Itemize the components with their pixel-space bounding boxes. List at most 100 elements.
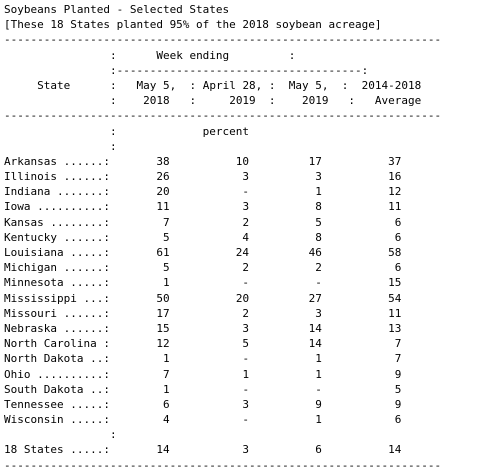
- cell-may5-2019: 14: [249, 321, 322, 335]
- header-col3-line2: 2019: [275, 94, 329, 108]
- cell-avg-2014-2018: 6: [321, 413, 402, 427]
- spacer-line-bottom: :: [4, 428, 117, 442]
- cell-may5-2019: 1: [249, 367, 322, 381]
- cell-may5-2018: 4: [109, 413, 170, 427]
- cell-apr28-2019: 20: [169, 291, 250, 305]
- table-row: Missouri ......: 17 2 3 11: [4, 306, 402, 320]
- table-row: Iowa ..........: 11 3 8 11: [4, 200, 402, 214]
- cell-apr28-2019: 2: [169, 261, 250, 275]
- cell-may5-2018: 1: [109, 382, 170, 396]
- cell-avg-2014-2018: 9: [321, 367, 402, 381]
- cell-may5-2018: 11: [109, 200, 170, 214]
- state-name: Missouri: [4, 306, 57, 320]
- state-name: Nebraska: [4, 321, 57, 335]
- cell-apr28-2019: 4: [169, 230, 250, 244]
- state-name: Kansas: [4, 215, 44, 229]
- cell-may5-2019: 9: [249, 397, 322, 411]
- cell-apr28-2019: -: [169, 382, 250, 396]
- separator-bottom: ----------------------------------------…: [4, 458, 442, 472]
- spacer-line-top: :: [4, 139, 117, 153]
- state-name: Iowa: [4, 200, 31, 214]
- state-name: Ohio: [4, 367, 31, 381]
- table-row: North Dakota ..: 1 - 1 7: [4, 352, 402, 366]
- state-name: Mississippi: [4, 291, 77, 305]
- cell-may5-2018: 1: [109, 276, 170, 290]
- table-row: Indiana .......: 20 - 1 12: [4, 185, 402, 199]
- cell-apr28-2019: 3: [169, 443, 250, 457]
- cell-apr28-2019: -: [169, 185, 250, 199]
- cell-apr28-2019: 3: [169, 200, 250, 214]
- cell-may5-2018: 15: [109, 321, 170, 335]
- header-line-1: : Week ending :: [109, 48, 296, 62]
- cell-may5-2018: 26: [109, 170, 170, 184]
- cell-apr28-2019: 10: [169, 154, 250, 168]
- state-name: Minnesota: [4, 276, 64, 290]
- cell-may5-2018: 5: [109, 230, 170, 244]
- cell-avg-2014-2018: 12: [321, 185, 402, 199]
- header-line-2: :-------------------------------------:: [109, 63, 369, 77]
- cell-apr28-2019: 5: [169, 337, 250, 351]
- table-row: Mississippi ...: 50 20 27 54: [4, 291, 402, 305]
- header-col4-line2: Average: [355, 94, 422, 108]
- cell-apr28-2019: -: [169, 352, 250, 366]
- header-col4-line1: 2014-2018: [361, 78, 422, 92]
- header-col2-line1: April 28,: [202, 78, 263, 92]
- cell-avg-2014-2018: 14: [321, 443, 402, 457]
- cell-may5-2018: 61: [109, 246, 170, 259]
- cell-may5-2018: 7: [109, 215, 170, 229]
- cell-may5-2018: 50: [109, 291, 170, 305]
- unit-line: : percent: [109, 124, 342, 138]
- total-row: 18 States .....: 14 3 6 14: [4, 443, 402, 457]
- table-row: Illinois ......: 26 3 3 16: [4, 170, 402, 184]
- cell-may5-2019: 27: [249, 291, 322, 305]
- separator-header: ----------------------------------------…: [4, 109, 442, 123]
- cell-may5-2019: -: [249, 276, 322, 290]
- state-name: Wisconsin: [4, 413, 64, 427]
- cell-apr28-2019: 24: [169, 246, 250, 259]
- table-row: Minnesota .....: 1 - - 15: [4, 276, 402, 290]
- cell-apr28-2019: 2: [169, 306, 250, 320]
- state-name: North Carolina: [4, 337, 97, 351]
- state-name: Indiana: [4, 185, 51, 199]
- cell-may5-2019: 6: [249, 443, 322, 457]
- cell-may5-2018: 1: [109, 352, 170, 366]
- header-state: State: [4, 78, 110, 92]
- cell-avg-2014-2018: 13: [321, 321, 402, 335]
- cell-may5-2019: 1: [249, 352, 322, 366]
- cell-may5-2019: 17: [249, 154, 322, 168]
- state-name: Arkansas: [4, 154, 57, 168]
- cell-may5-2018: 14: [109, 443, 170, 457]
- cell-avg-2014-2018: 6: [321, 261, 402, 275]
- header-col1-line2: 2018: [116, 94, 170, 108]
- cell-may5-2019: 5: [249, 215, 322, 229]
- header-col3-line1: May 5,: [282, 78, 329, 92]
- cell-avg-2014-2018: 58: [321, 246, 402, 259]
- table-row: Kansas ........: 7 2 5 6: [4, 215, 402, 229]
- cell-may5-2019: 14: [249, 337, 322, 351]
- state-name: Illinois: [4, 170, 57, 184]
- cell-may5-2019: 3: [249, 170, 322, 184]
- table-row: Wisconsin .....: 4 - 1 6: [4, 413, 402, 427]
- cell-apr28-2019: 3: [169, 397, 250, 411]
- state-name: South Dakota: [4, 382, 84, 396]
- cell-avg-2014-2018: 11: [321, 200, 402, 214]
- state-name: Louisiana: [4, 246, 64, 259]
- cell-avg-2014-2018: 5: [321, 382, 402, 396]
- cell-may5-2019: 8: [249, 200, 322, 214]
- cell-may5-2019: -: [249, 382, 322, 396]
- cell-avg-2014-2018: 9: [321, 397, 402, 411]
- cell-may5-2018: 7: [109, 367, 170, 381]
- cell-may5-2018: 20: [109, 185, 170, 199]
- header-line-4: : 2018 : 2019 : 2019 : Average: [109, 94, 422, 108]
- cell-avg-2014-2018: 54: [321, 291, 402, 305]
- header-col2-line2: 2019: [196, 94, 256, 108]
- table-row: Kentucky ......: 5 4 8 6: [4, 230, 402, 244]
- table-row: Louisiana .....: 61 24 46 58: [4, 246, 402, 259]
- table-body: Arkansas ......: 38 10 17 37 Illinois ...…: [4, 154, 488, 427]
- table-row: South Dakota ..: 1 - - 5: [4, 382, 402, 396]
- cell-apr28-2019: 1: [169, 367, 250, 381]
- table-row: Arkansas ......: 38 10 17 37: [4, 154, 402, 168]
- cell-may5-2019: 46: [249, 246, 322, 259]
- table-row: North Carolina : 12 5 14 7: [4, 337, 402, 351]
- state-name: Kentucky: [4, 230, 57, 244]
